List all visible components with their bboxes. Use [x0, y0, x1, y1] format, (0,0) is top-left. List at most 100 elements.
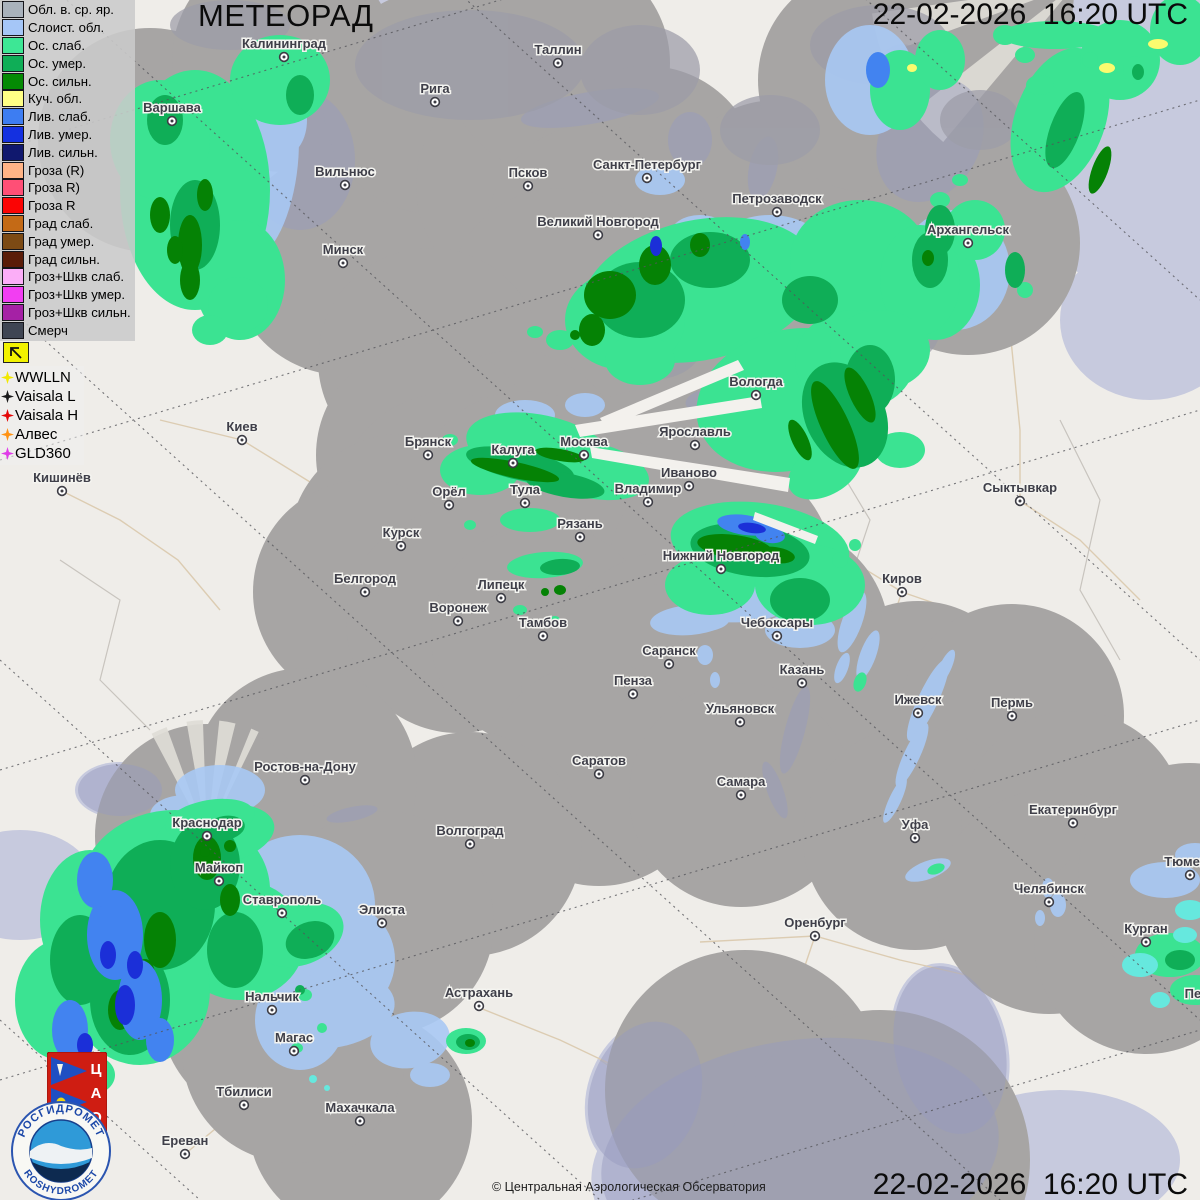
legend-color-swatch [2, 214, 24, 232]
legend-item: Гроза R) [2, 179, 135, 197]
lightning-source-item: Vaisala L [0, 387, 84, 406]
city-marker[interactable]: Чебоксары [739, 614, 815, 642]
attribution: © Центральная Аэрологическая Обсерватори… [492, 1180, 766, 1194]
legend-item-label: Гроза (R) [28, 162, 85, 178]
city-marker[interactable]: Ставрополь [241, 891, 323, 919]
city-marker[interactable]: Пенза [613, 672, 654, 700]
city-dot-center [343, 183, 347, 187]
city-label: Тбилиси [216, 1084, 271, 1099]
lightning-source-label: Vaisala H [15, 407, 79, 424]
city-marker[interactable]: Тюмень [1163, 853, 1200, 881]
city-marker[interactable]: Брянск [403, 433, 453, 461]
city-marker[interactable]: Пермь [990, 694, 1034, 722]
legend-item-label: Гроза R) [28, 180, 80, 196]
city-marker[interactable]: Иваново [660, 464, 719, 492]
city-marker[interactable]: Ереван [160, 1132, 210, 1160]
city-marker[interactable]: Калининград [240, 35, 328, 63]
city-label: Вологда [729, 374, 783, 389]
city-marker[interactable]: Тамбов [517, 614, 569, 642]
city-marker[interactable]: Краснодар [171, 814, 243, 842]
city-marker[interactable]: Магас [273, 1029, 315, 1057]
legend-item-label: Град слаб. [28, 215, 94, 231]
city-marker[interactable]: Рязань [556, 515, 604, 543]
city-marker[interactable]: Псков [507, 164, 549, 192]
city-dot-center [363, 590, 367, 594]
city-label: Таллин [534, 42, 581, 57]
city-dot-center [242, 1103, 246, 1107]
city-marker[interactable]: Архангельск [925, 221, 1011, 249]
city-marker[interactable]: Курган [1123, 920, 1169, 948]
city-dot-center [477, 1004, 481, 1008]
city-marker[interactable]: Ярославль [658, 423, 732, 451]
city-marker[interactable]: Калуга [490, 441, 537, 469]
city-marker[interactable]: Нальчик [244, 988, 301, 1016]
city-marker[interactable]: Астрахань [443, 984, 515, 1012]
legend-item: Обл. в. ср. яр. [2, 1, 135, 19]
city-dot-center [270, 1008, 274, 1012]
city-marker[interactable]: Екатеринбург [1027, 801, 1119, 829]
city-marker[interactable]: Курск [381, 524, 421, 552]
city-marker[interactable]: Казань [778, 661, 826, 689]
city-marker[interactable]: Орёл [431, 483, 467, 511]
city-marker[interactable]: Пет [1183, 985, 1200, 1003]
city-dot-center [646, 500, 650, 504]
city-label: Майкоп [195, 860, 243, 875]
legend-item: Гроз+Шкв слаб. [2, 268, 135, 286]
city-dot-center [754, 393, 758, 397]
city-label: Петрозаводск [732, 191, 822, 206]
city-label: Нижний Новгород [663, 548, 780, 563]
city-marker[interactable]: Волгоград [435, 822, 506, 850]
city-marker[interactable]: Ульяновск [704, 700, 776, 728]
city-marker[interactable]: Элиста [357, 901, 407, 929]
city-marker[interactable]: Челябинск [1013, 880, 1086, 908]
lightning-source-label: GLD360 [15, 445, 71, 462]
city-marker[interactable]: Великий Новгород [536, 213, 661, 241]
legend-color-swatch [2, 125, 24, 143]
city-marker[interactable]: Оренбург [783, 914, 848, 942]
city-marker[interactable]: Воронеж [428, 599, 489, 627]
city-marker[interactable]: Варшава [142, 99, 203, 127]
cao-letter-2: А [91, 1085, 102, 1102]
city-marker[interactable]: Нижний Новгород [661, 547, 782, 575]
lightning-source-label: WWLLN [15, 369, 71, 386]
city-marker[interactable]: Вологда [728, 373, 785, 401]
city-marker[interactable]: Таллин [533, 41, 583, 69]
city-marker[interactable]: Ижевск [893, 691, 944, 719]
city-marker[interactable]: Липецк [476, 576, 526, 604]
city-marker[interactable]: Ростов-на-Дону [253, 758, 358, 786]
legend-item-label: Град умер. [28, 233, 95, 249]
city-marker[interactable]: Вильнюс [314, 163, 376, 191]
city-label: Чебоксары [741, 615, 813, 630]
city-marker[interactable]: Самара [715, 773, 768, 801]
city-label: Рязань [557, 516, 602, 531]
city-marker[interactable]: Тбилиси [215, 1083, 273, 1111]
city-marker[interactable]: Киев [225, 418, 259, 446]
city-marker[interactable]: Санкт-Петербург [591, 156, 703, 184]
city-marker[interactable]: Сыктывкар [981, 479, 1059, 507]
city-marker[interactable]: Рига [419, 80, 452, 108]
city-marker[interactable]: Москва [559, 433, 610, 461]
city-marker[interactable]: Майкоп [193, 859, 245, 887]
legend-item-label: Лив. сильн. [28, 144, 98, 160]
city-marker[interactable]: Владимир [613, 480, 683, 508]
city-dot-center [900, 590, 904, 594]
city-marker[interactable]: Махачкала [324, 1099, 397, 1127]
legend-color-swatch [2, 36, 24, 54]
city-marker[interactable]: Тула [509, 481, 542, 509]
city-dot-center [341, 261, 345, 265]
city-marker[interactable]: Уфа [900, 816, 931, 844]
city-label: Москва [560, 434, 608, 449]
legend-color-swatch [2, 268, 24, 286]
city-marker[interactable]: Петрозаводск [731, 190, 824, 218]
city-marker[interactable]: Минск [321, 241, 365, 269]
city-marker[interactable]: Белгород [333, 570, 398, 598]
city-marker[interactable]: Кишинёв [32, 469, 92, 497]
city-marker[interactable]: Киров [881, 570, 923, 598]
city-label: Ижевск [894, 692, 942, 707]
city-marker[interactable]: Саратов [570, 752, 628, 780]
city-marker[interactable]: Саранск [641, 642, 698, 670]
legend-item-label: Гроз+Шкв умер. [28, 287, 126, 303]
